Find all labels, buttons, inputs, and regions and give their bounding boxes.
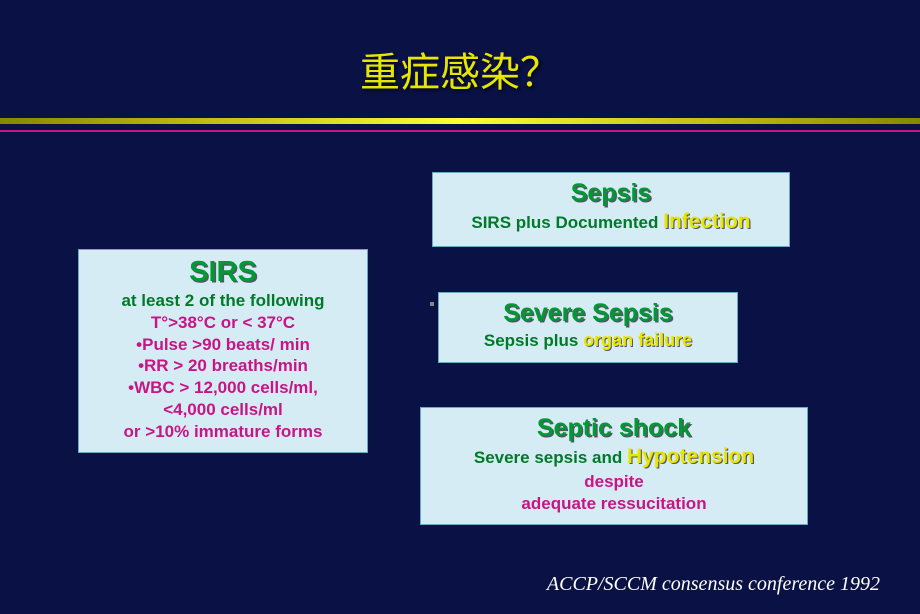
stray-dot: [430, 302, 434, 306]
citation: ACCP/SCCM consensus conference 1992: [547, 573, 880, 596]
severe-desc: Sepsis plus organ failure: [449, 329, 727, 352]
sirs-crit-0: T°>38°C or < 37°C: [89, 312, 357, 334]
sirs-crit-4: <4,000 cells/ml: [89, 399, 357, 421]
divider: [0, 118, 920, 132]
slide-title: 重症感染？: [0, 0, 920, 98]
severe-sepsis-box: Severe Sepsis Sepsis plus organ failure: [438, 292, 738, 363]
shock-line3: adequate ressucitation: [431, 493, 797, 515]
sirs-crit-2: •RR > 20 breaths/min: [89, 355, 357, 377]
sirs-box: SIRS at least 2 of the following T°>38°C…: [78, 249, 368, 453]
sepsis-prefix: SIRS plus Documented: [471, 213, 663, 232]
sepsis-heading: Sepsis: [443, 179, 779, 208]
sepsis-desc: SIRS plus Documented Infection: [443, 209, 779, 236]
severe-heading: Severe Sepsis: [449, 299, 727, 328]
sirs-subtitle: at least 2 of the following: [89, 290, 357, 312]
sirs-crit-3: •WBC > 12,000 cells/ml,: [89, 377, 357, 399]
shock-line1: Severe sepsis and Hypotension: [431, 444, 797, 471]
sirs-crit-1: •Pulse >90 beats/ min: [89, 334, 357, 356]
sirs-crit-5: or >10% immature forms: [89, 421, 357, 443]
shock-prefix: Severe sepsis and: [474, 448, 627, 467]
sepsis-box: Sepsis SIRS plus Documented Infection: [432, 172, 790, 247]
severe-prefix: Sepsis plus: [484, 331, 583, 350]
sirs-heading: SIRS: [89, 256, 357, 289]
shock-line2: despite: [431, 471, 797, 493]
severe-highlight: organ failure: [583, 330, 692, 350]
septic-shock-box: Septic shock Severe sepsis and Hypotensi…: [420, 407, 808, 525]
divider-yellow: [0, 118, 920, 124]
shock-highlight: Hypotension: [627, 445, 754, 468]
divider-pink: [0, 130, 920, 132]
shock-heading: Septic shock: [431, 414, 797, 443]
sepsis-highlight: Infection: [663, 210, 751, 233]
